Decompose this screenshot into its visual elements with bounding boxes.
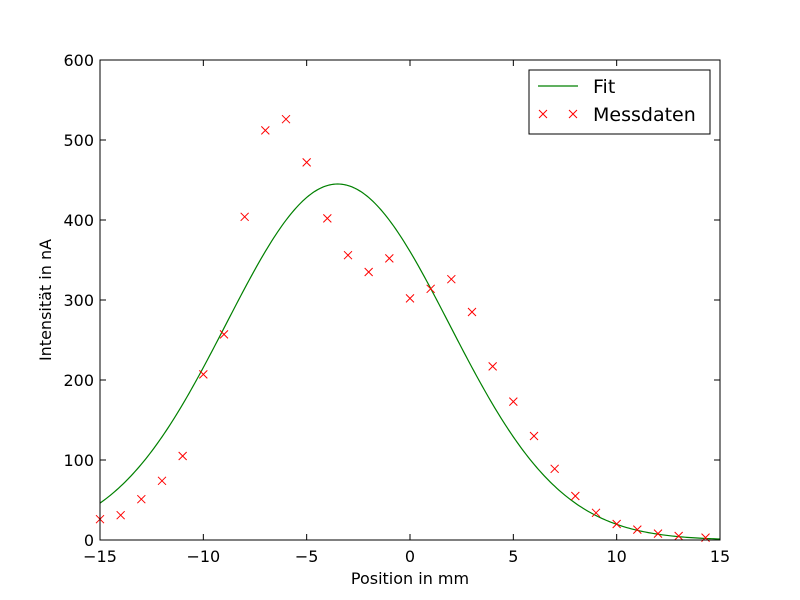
- data-point: [157, 476, 167, 486]
- data-point: [281, 114, 291, 124]
- data-point: [488, 362, 498, 371]
- data-point: [529, 431, 539, 441]
- data-point: [302, 158, 312, 167]
- data-point: [322, 214, 332, 223]
- legend-messdaten-marker: [538, 109, 578, 119]
- data-point: [384, 254, 394, 263]
- y-tick-label: 400: [63, 211, 94, 230]
- data-point: [260, 126, 270, 135]
- y-tick-label: 600: [63, 51, 94, 70]
- x-axis-label: Position in mm: [351, 569, 469, 588]
- data-point: [343, 250, 353, 260]
- data-point: [219, 330, 229, 339]
- x-tick-label: 5: [508, 547, 518, 566]
- y-tick-label: 200: [63, 371, 94, 390]
- legend: Fit Messdaten: [528, 69, 711, 135]
- data-point: [426, 284, 436, 294]
- y-tick-label: 100: [63, 451, 94, 470]
- data-point: [632, 525, 642, 534]
- data-point: [116, 510, 126, 520]
- axis-ticks: −15 −10 −5 0 5 10 15 0 100 200 300 400 500 600: [63, 51, 730, 566]
- x-tick-label: 10: [606, 547, 626, 566]
- data-point: [550, 464, 560, 474]
- legend-box: [528, 69, 711, 135]
- x-tick-label: −10: [186, 547, 220, 566]
- data-point: [198, 370, 208, 379]
- x-tick-label: 15: [710, 547, 730, 566]
- y-tick-label: 0: [84, 531, 94, 550]
- data-point: [178, 451, 188, 461]
- data-point: [467, 307, 477, 317]
- data-point: [240, 212, 250, 222]
- y-tick-label: 300: [63, 291, 94, 310]
- data-point: [674, 531, 684, 541]
- y-tick-label: 500: [63, 131, 94, 150]
- data-point: [364, 267, 374, 277]
- data-point: [653, 529, 663, 538]
- plot-area: [95, 114, 721, 542]
- legend-fit-label: Fit: [593, 76, 615, 98]
- y-axis-label: Intensität in nA: [36, 239, 55, 361]
- x-tick-label: −15: [83, 547, 117, 566]
- data-point: [136, 494, 146, 504]
- data-point: [591, 508, 601, 518]
- data-point: [508, 397, 518, 406]
- legend-messdaten-label: Messdaten: [593, 104, 696, 126]
- data-point: [570, 491, 580, 501]
- data-point: [612, 519, 622, 529]
- x-tick-label: 0: [405, 547, 415, 566]
- x-tick-label: −5: [295, 547, 319, 566]
- data-point: [446, 274, 456, 284]
- data-point: [405, 294, 415, 303]
